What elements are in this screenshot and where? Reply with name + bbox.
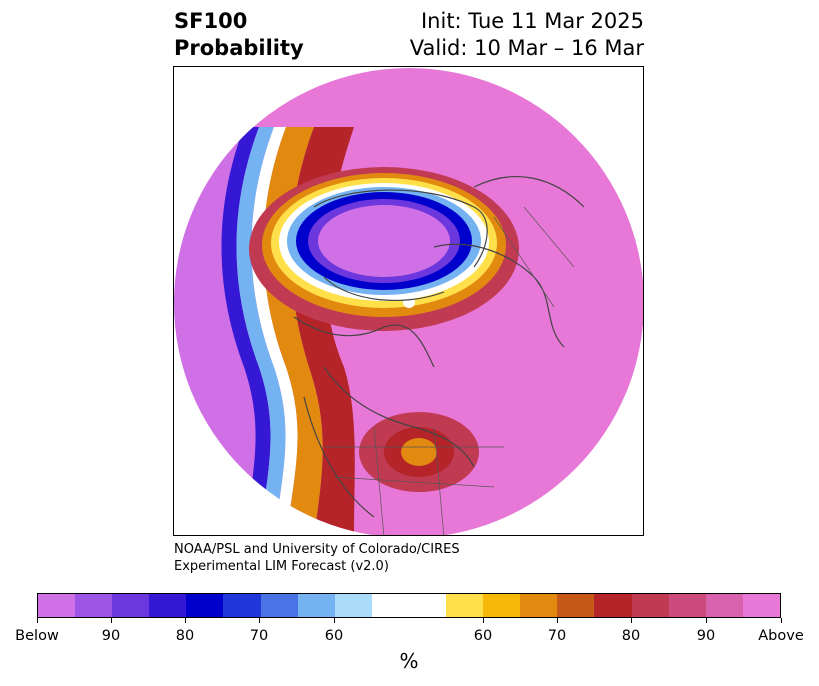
below-band-west: [221, 127, 271, 535]
colorbar-segment: [705, 594, 743, 617]
colorbar-segment: [112, 594, 150, 617]
colorbar-tick-label: 90: [101, 628, 121, 644]
colorbar-tick: [259, 618, 260, 623]
colorbar-segment: [483, 594, 521, 617]
colorbar-tick: [37, 618, 38, 623]
colorbar-segment: [186, 594, 224, 617]
colorbar-segment: [520, 594, 558, 617]
colorbar-segment: [334, 594, 372, 617]
colorbar-tick: [631, 618, 632, 623]
colorbar-tick-label: 80: [621, 628, 641, 644]
title-dates: Init: Tue 11 Mar 2025 Valid: 10 Mar – 16…: [410, 8, 644, 62]
credit-line-2: Experimental LIM Forecast (v2.0): [174, 559, 389, 574]
credit-text: NOAA/PSL and University of Colorado/CIRE…: [174, 541, 460, 575]
colorbar-tick-label: Below: [15, 628, 59, 644]
colorbar-tick: [557, 618, 558, 623]
title-line-2: Probability: [174, 36, 304, 60]
colorbar-segment: [446, 594, 484, 617]
colorbar-tick: [483, 618, 484, 623]
north-pole-marker: [403, 296, 415, 308]
credit-line-1: NOAA/PSL and University of Colorado/CIRE…: [174, 542, 460, 557]
colorbar-segment: [260, 594, 298, 617]
warm-anomaly-core: [401, 438, 437, 466]
borders: [324, 206, 575, 535]
colorbar-tick: [334, 618, 335, 623]
colorbar-tick: [781, 618, 782, 623]
colorbar-tick-label: 90: [696, 628, 716, 644]
colorbar-segment: [297, 594, 335, 617]
colorbar-segment: [742, 594, 780, 617]
colorbar-segment: [223, 594, 261, 617]
transition-band-west: [236, 127, 286, 535]
colorbar-segment: [38, 594, 76, 617]
colorbar-tick-label: 60: [473, 628, 493, 644]
colorbar-tick-label: 80: [175, 628, 195, 644]
colorbar-segment: [668, 594, 706, 617]
title-variable: SF100 Probability: [174, 8, 304, 62]
init-date: Init: Tue 11 Mar 2025: [420, 9, 644, 33]
colorbar-segment: [149, 594, 187, 617]
colorbar-tick-label: 70: [249, 628, 269, 644]
colorbar-tick: [185, 618, 186, 623]
colorbar: [37, 593, 781, 618]
colorbar-segment: [557, 594, 595, 617]
colorbar-unit: %: [399, 649, 419, 673]
colorbar-tick-label: Above: [758, 628, 804, 644]
colorbar-tick: [706, 618, 707, 623]
probability-map: [173, 66, 644, 536]
colorbar-segment: [594, 594, 632, 617]
colorbar-segment: [631, 594, 669, 617]
colorbar-tick-label: 60: [324, 628, 344, 644]
map-canvas: [174, 68, 643, 535]
colorbar-tick: [111, 618, 112, 623]
arctic-below-core: [318, 205, 450, 277]
colorbar-segment: [371, 594, 447, 617]
colorbar-segment: [75, 594, 113, 617]
title-line-1: SF100: [174, 9, 248, 33]
colorbar-tick-label: 70: [547, 628, 567, 644]
valid-range: Valid: 10 Mar – 16 Mar: [409, 36, 644, 60]
